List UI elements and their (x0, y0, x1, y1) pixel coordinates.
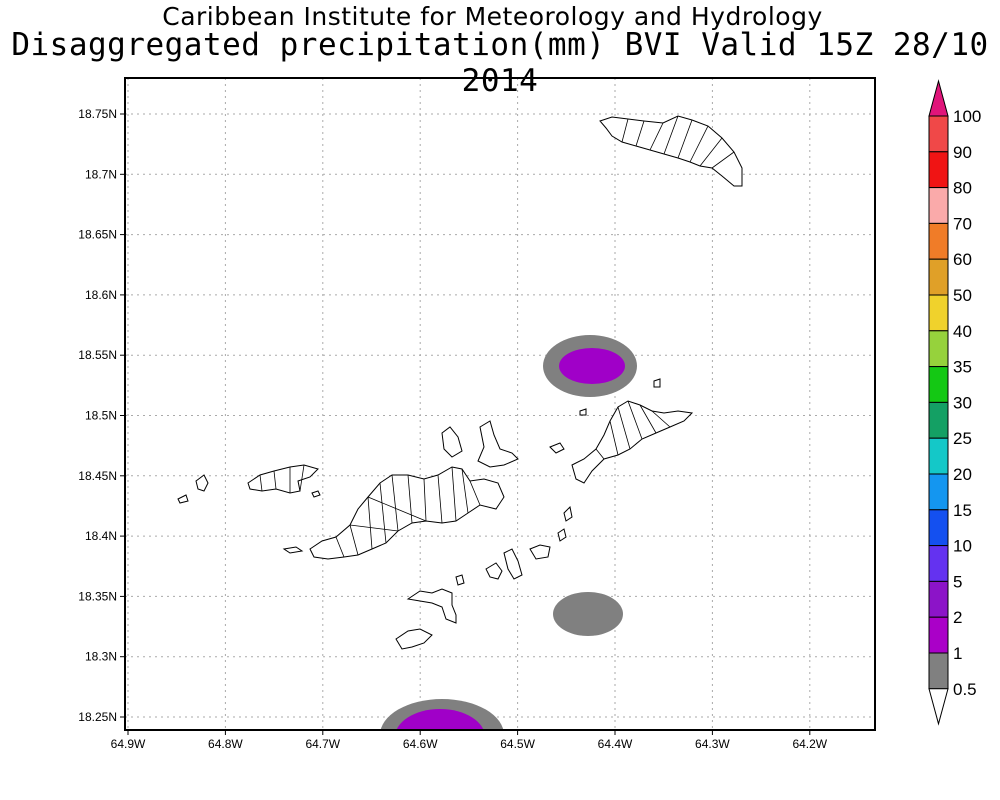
island-cays-east (549, 442, 565, 454)
colorbar-swatch (928, 115, 949, 153)
colorbar-label: 0.5 (953, 680, 977, 699)
lon-tick-label: 64.2W (792, 737, 827, 751)
colorbar-label: 100 (953, 107, 981, 126)
latitude-axis: 18.75N 18.7N 18.65N 18.6N 18.55N 18.5N 18.45N 1… (78, 107, 125, 724)
island-mosquito (563, 505, 573, 522)
lat-tick-label: 18.25N (78, 710, 117, 724)
island-fallen-jerusalem (557, 528, 567, 542)
colorbar-top-arrow (928, 79, 949, 117)
colorbar-swatch (928, 151, 949, 189)
island-dog (579, 408, 587, 416)
graticule (125, 78, 875, 730)
colorbar-swatch (928, 545, 949, 582)
colorbar-label: 2 (953, 608, 962, 627)
colorbar-label: 1 (953, 644, 962, 663)
lat-tick-label: 18.35N (78, 589, 117, 603)
lon-tick-label: 64.6W (403, 737, 438, 751)
lat-tick-label: 18.55N (78, 348, 117, 362)
colorbar-label: 40 (953, 322, 972, 341)
island-virgin-gorda (571, 400, 694, 484)
colorbar-swatch (928, 366, 949, 403)
island-guana (477, 420, 519, 468)
island-anegada (599, 115, 743, 187)
boundary-anegada (621, 115, 735, 169)
colorbar-label: 80 (953, 179, 972, 198)
island-norman (406, 588, 457, 624)
colorbar-swatch (928, 330, 949, 368)
lon-tick-label: 64.7W (305, 737, 340, 751)
colorbar-swatch (928, 616, 949, 654)
lat-tick-label: 18.5N (85, 409, 117, 423)
lat-tick-label: 18.75N (78, 107, 117, 121)
island-peter (395, 628, 433, 650)
colorbar-label: 10 (953, 537, 972, 556)
island-necker (653, 378, 661, 388)
island-salt (485, 562, 503, 580)
island-cooper (503, 548, 523, 580)
lat-tick-label: 18.45N (78, 469, 117, 483)
colorbar-swatch (928, 222, 949, 260)
colorbar: 100 90 80 70 60 50 40 35 30 25 20 15 10 5 2 1 0.5 (928, 79, 981, 726)
island-great-camanoe (441, 426, 463, 458)
island-small-b (455, 574, 465, 586)
island-small-west (177, 494, 189, 504)
colorbar-label: 25 (953, 429, 972, 448)
colorbar-swatch (928, 401, 949, 439)
colorbar-label: 50 (953, 286, 972, 305)
colorbar-swatch (928, 652, 949, 690)
lon-tick-label: 64.5W (500, 737, 535, 751)
boundary-jost (259, 464, 305, 493)
colorbar-swatch (928, 294, 949, 332)
island-small-a (311, 490, 321, 498)
colorbar-label: 35 (953, 358, 972, 377)
lat-tick-label: 18.65N (78, 228, 117, 242)
precip-core-north (559, 348, 625, 384)
colorbar-swatch (928, 473, 949, 511)
lat-tick-label: 18.4N (85, 529, 117, 543)
island-west-cay (195, 474, 209, 492)
island-jost-van-dyke (247, 464, 319, 494)
longitude-axis: 64.9W 64.8W 64.7W 64.6W 64.5W 64.4W 64.3W 64.2W (111, 730, 828, 751)
colorbar-swatch (928, 187, 949, 224)
lon-tick-label: 64.8W (208, 737, 243, 751)
chart-title: Caribbean Institute for Meteorology and … (162, 2, 823, 31)
colorbar-label: 30 (953, 393, 972, 412)
precipitation-field (380, 335, 637, 730)
lon-tick-label: 64.4W (598, 737, 633, 751)
colorbar-swatch (928, 437, 949, 475)
lat-tick-label: 18.6N (85, 288, 117, 302)
colorbar-swatch (928, 580, 949, 618)
precip-core-bottom (396, 709, 484, 730)
precip-zone-south (553, 592, 623, 636)
colorbar-label: 5 (953, 572, 962, 591)
boundary-tortola (335, 466, 481, 558)
lat-tick-label: 18.7N (85, 167, 117, 181)
colorbar-label: 60 (953, 250, 972, 269)
colorbar-label: 20 (953, 465, 972, 484)
chart-subtitle: Disaggregated precipitation(mm) BVI Vali… (11, 27, 989, 99)
colorbar-label: 90 (953, 143, 972, 162)
lon-tick-label: 64.3W (695, 737, 730, 751)
colorbar-label: 70 (953, 214, 972, 233)
lat-tick-label: 18.3N (85, 650, 117, 664)
colorbar-swatch (928, 258, 949, 296)
colorbar-label: 15 (953, 501, 972, 520)
boundary-virgin-gorda (595, 400, 671, 460)
colorbar-swatch (928, 509, 949, 547)
parish-boundaries (259, 115, 735, 558)
plot-frame (124, 77, 876, 731)
island-ginger (529, 544, 551, 560)
lon-tick-label: 64.9W (111, 737, 146, 751)
islands (177, 115, 743, 650)
island-sandy-cay (282, 546, 304, 554)
colorbar-bottom-arrow (928, 688, 949, 726)
